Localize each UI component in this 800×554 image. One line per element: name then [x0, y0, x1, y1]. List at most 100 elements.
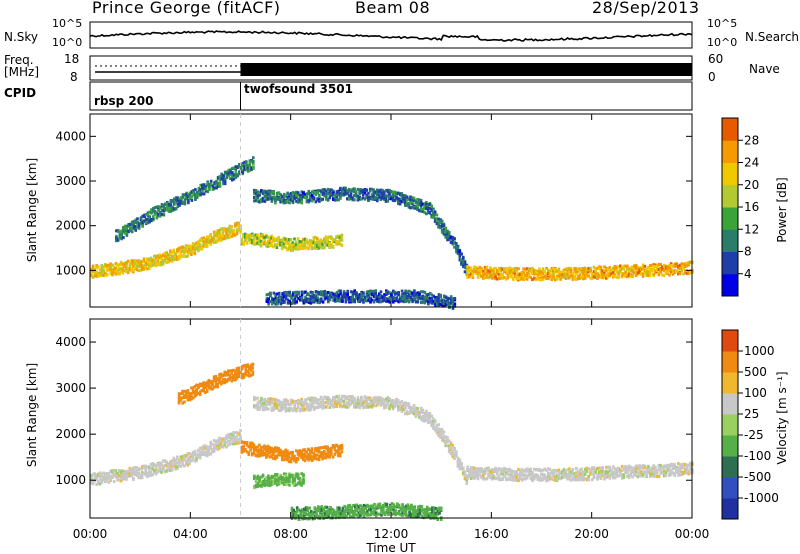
- power-echo-cell: [208, 184, 211, 187]
- power-echo-cell: [288, 197, 291, 201]
- vel-echo-cell: [140, 465, 144, 469]
- power-echo-cell: [680, 267, 684, 271]
- power-echo-cell: [383, 298, 386, 301]
- power-echo-cell: [393, 297, 397, 300]
- power-echo-cell: [288, 294, 291, 297]
- power-echo-cell: [304, 193, 307, 197]
- vel-echo-cell: [444, 435, 447, 439]
- vel-echo-cell: [274, 401, 277, 405]
- power-echo-cell: [149, 258, 153, 262]
- freq-tick-low: 8: [70, 70, 78, 84]
- vel-echo-cell: [425, 409, 428, 413]
- power-echo-cell: [120, 236, 123, 240]
- power-echo-cell: [339, 299, 342, 302]
- power-echo-cell: [522, 270, 525, 274]
- power-echo-cell: [202, 183, 206, 187]
- power-echo-cell: [172, 250, 176, 254]
- power-echo-cell: [409, 195, 412, 199]
- power-echo-cell: [274, 201, 277, 205]
- power-echo-cell: [370, 197, 374, 200]
- vel-echo-cell: [430, 423, 433, 427]
- power-echo-cell: [116, 271, 119, 275]
- vel-echo-cell: [284, 409, 288, 413]
- vel-echo-cell: [363, 405, 367, 409]
- power-echo-cell: [334, 297, 337, 301]
- power-echo-cell: [137, 264, 140, 268]
- power-echo-cell: [303, 237, 307, 241]
- power-echo-cell: [525, 277, 529, 281]
- vel-echo-cell: [339, 399, 342, 403]
- power-echo-cell: [293, 247, 296, 251]
- power-echo-cell: [594, 273, 597, 277]
- power-echo-cell: [183, 246, 186, 250]
- power-echo-cell: [587, 274, 590, 278]
- vel-echo-cell: [207, 386, 211, 389]
- power-echo-cell: [223, 182, 227, 186]
- power-echo-cell: [423, 204, 426, 208]
- power-echo-cell: [104, 263, 107, 267]
- chart-title: Prince George (fitACF): [92, 0, 281, 17]
- power-echo-cell: [228, 235, 232, 239]
- vel-echo-cell: [198, 450, 202, 454]
- power-echo-cell: [228, 226, 232, 230]
- vel-echo-cell: [340, 394, 344, 398]
- power-echo-cell: [421, 207, 425, 211]
- vel-echo-cell: [121, 472, 125, 476]
- power-echo-cell: [260, 189, 263, 193]
- vel-echo-cell: [91, 479, 95, 483]
- power-echo-cell: [268, 239, 272, 243]
- power-echo-cell: [339, 196, 342, 200]
- vel-echo-cell: [356, 396, 360, 400]
- power-echo-cell: [466, 275, 469, 279]
- power-echo-cell: [361, 196, 365, 200]
- power-echo-cell: [284, 291, 288, 295]
- power-echo-cell: [425, 293, 428, 297]
- vel-echo-cell: [174, 467, 177, 471]
- vel-echo-cell: [328, 405, 332, 409]
- power-echo-cell: [283, 299, 286, 303]
- vel-echo-cell: [216, 444, 219, 448]
- power-echo-cell: [455, 244, 458, 248]
- power-echo-cell: [370, 187, 374, 191]
- power-echo-cell: [402, 200, 405, 204]
- power-echo-cell: [353, 187, 356, 191]
- power-echo-cell: [225, 232, 228, 236]
- power-echo-cell: [332, 193, 335, 197]
- power-echo-cell: [489, 268, 492, 272]
- power-echo-cell: [274, 302, 277, 306]
- vel-echo-cell: [188, 462, 191, 466]
- power-echo-cell: [381, 188, 384, 192]
- power-echo-cell: [501, 267, 504, 271]
- vel-echo-cell: [104, 472, 107, 476]
- power-echo-cell: [376, 196, 379, 200]
- power-echo-cell: [386, 297, 390, 301]
- power-echo-cell: [362, 291, 365, 295]
- power-echo-cell: [426, 211, 430, 215]
- vel-echo-cell: [156, 470, 160, 474]
- power-echo-cell: [510, 269, 513, 273]
- power-echo-cell: [411, 293, 414, 297]
- vel-echo-cell: [267, 407, 270, 411]
- vel-echo-cell: [186, 457, 190, 461]
- power-echo-cell: [316, 290, 320, 294]
- power-echo-cell: [369, 300, 372, 304]
- power-echo-cell: [342, 290, 346, 294]
- power-echo-cell: [583, 276, 587, 280]
- power-echo-cell: [638, 266, 641, 270]
- power-echo-cell: [125, 231, 129, 235]
- power-echo-cell: [680, 262, 684, 266]
- power-echo-cell: [641, 274, 645, 278]
- power-echo-cell: [268, 192, 272, 196]
- vel-echo-cell: [270, 401, 274, 405]
- power-echo-cell: [409, 290, 413, 294]
- vel-echo-cell: [305, 404, 309, 408]
- power-echo-cell: [277, 238, 280, 242]
- power-echo-cell: [275, 238, 279, 242]
- vel-echo-cell: [295, 409, 298, 413]
- power-echo-cell: [489, 275, 492, 279]
- power-echo-cell: [480, 267, 483, 271]
- power-echo-cell: [337, 193, 340, 197]
- power-echo-cell: [109, 262, 112, 266]
- power-echo-cell: [297, 290, 300, 294]
- power-echo-cell: [130, 259, 133, 263]
